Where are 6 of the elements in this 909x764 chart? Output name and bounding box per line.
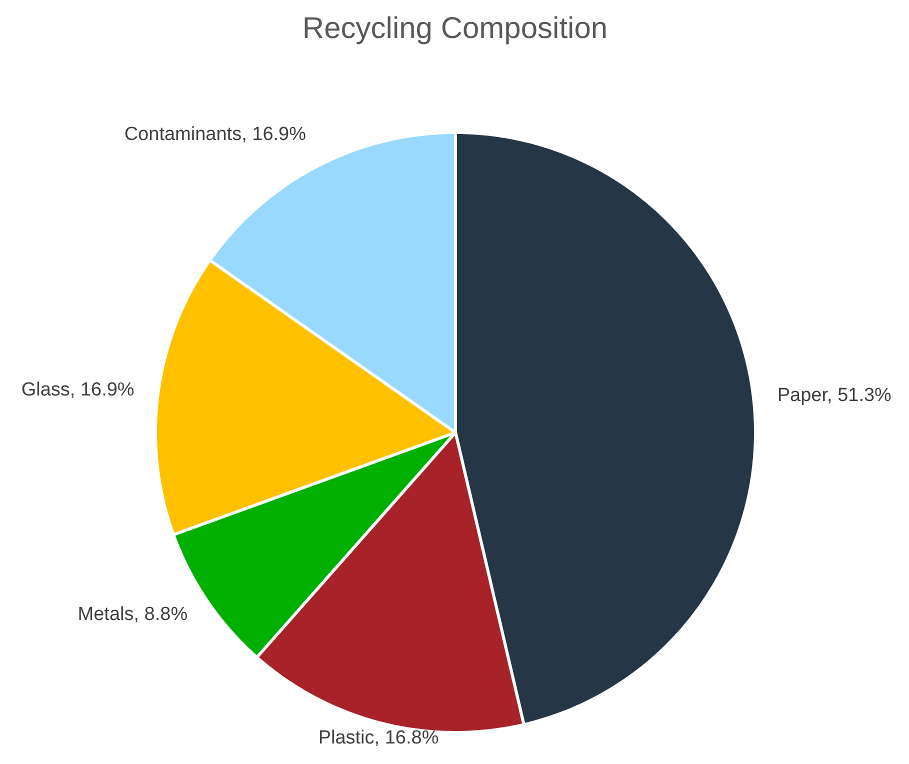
slice-label: Glass, 16.9% (21, 379, 134, 400)
slice-label: Plastic, 16.8% (318, 727, 439, 748)
chart-title: Recycling Composition (302, 12, 608, 45)
slice-label: Metals, 8.8% (78, 604, 188, 626)
slice-label: Contaminants, 16.9% (124, 124, 306, 146)
slice-label: Paper, 51.3% (777, 384, 892, 406)
